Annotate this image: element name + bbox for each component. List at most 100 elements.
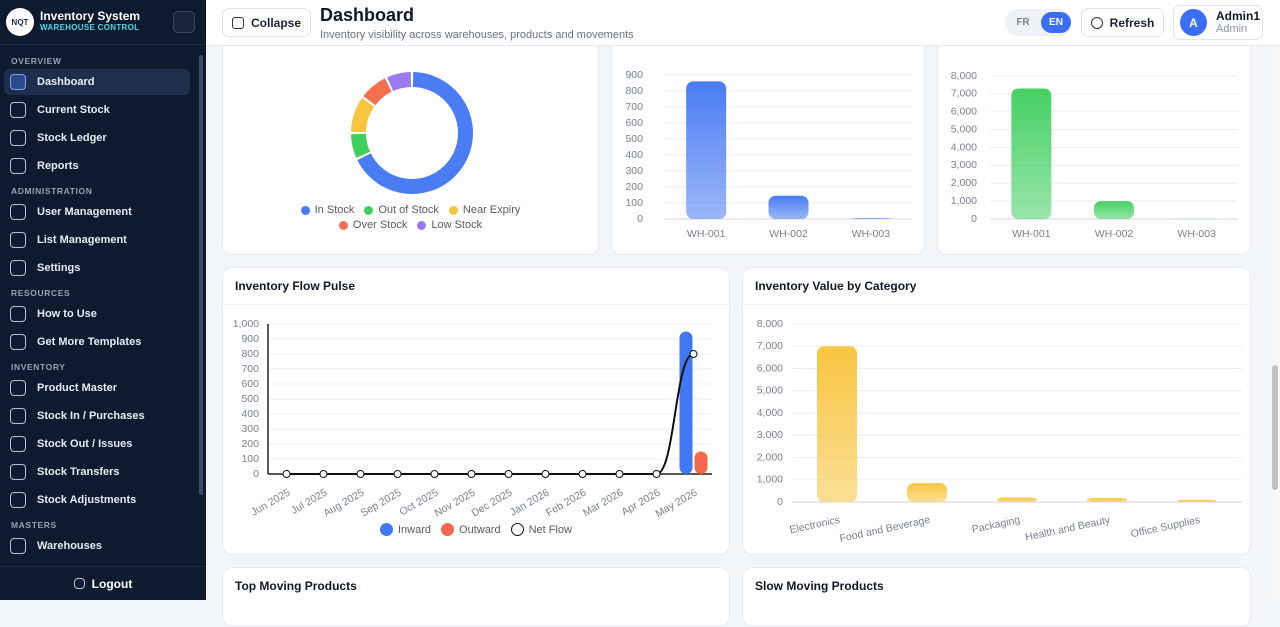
legend-item[interactable]: Low Stock [417,219,482,231]
y-tick-label: 900 [625,69,643,81]
y-tick-label: 600 [241,378,259,390]
nav-label: Stock Ledger [37,132,107,144]
lang-option[interactable]: EN [1041,12,1071,33]
nav-label: Reports [37,160,79,172]
nav-item[interactable]: Settings [4,255,190,281]
nav-item[interactable]: Stock Transfers [4,459,190,485]
legend-swatch [449,206,458,215]
legend-item[interactable]: Out of Stock [364,204,439,216]
x-tick-label: Jun 2025 [249,487,293,519]
refresh-label: Refresh [1110,16,1155,30]
y-tick-label: 3,000 [951,159,977,171]
nav-item[interactable]: Stock Adjustments [4,487,190,513]
x-tick-label: Office Supplies [1130,514,1201,540]
icon [10,306,26,322]
x-tick-label: May 2026 [653,487,699,521]
nav-item[interactable]: List Management [4,227,190,253]
x-tick-label: Mar 2026 [581,487,626,520]
x-tick-label: WH-003 [1177,228,1216,240]
logout-label: Logout [92,577,133,591]
nav-item[interactable]: Reports [4,153,190,179]
line-point [357,471,364,478]
legend-item[interactable]: In Stock [301,204,355,216]
brand-title: Inventory System [40,9,140,23]
y-tick-label: 200 [625,181,643,193]
bar [769,196,809,219]
y-tick-label: 0 [777,496,783,508]
y-tick-label: 0 [253,468,259,480]
nav-item[interactable]: Stock Out / Issues [4,431,190,457]
y-tick-label: 4,000 [757,407,783,419]
refresh-button[interactable]: Refresh [1081,8,1164,37]
nav-label: Stock Transfers [37,466,120,478]
nav-item[interactable]: Current Stock [4,97,190,123]
collapse-button[interactable]: Collapse [222,8,311,37]
lang-option[interactable]: FR [1008,12,1038,33]
legend-item[interactable]: Outward [441,523,501,536]
legend-label: Inward [398,524,431,536]
nav-label: List Management [37,234,127,246]
line-point [579,471,586,478]
user-role: Admin [1216,23,1247,35]
nav-item[interactable]: Dashboard [4,69,190,95]
y-tick-label: 1,000 [757,474,783,486]
y-tick-label: 7,000 [757,340,783,352]
line-point [431,471,438,478]
legend-swatch [380,523,393,536]
page-title: Dashboard [320,5,414,26]
x-tick-label: Dec 2025 [469,487,514,520]
line-point [616,471,623,478]
x-tick-label: Health and Beauty [1024,514,1112,544]
y-tick-label: 200 [241,438,259,450]
nav-item[interactable]: How to Use [4,301,190,327]
nav-label: Current Stock [37,104,110,116]
icon [232,17,244,29]
icon [10,74,26,90]
x-tick-label: WH-003 [852,228,891,240]
nav-item[interactable]: Stock In / Purchases [4,403,190,429]
legend-swatch [417,221,426,230]
section-title: MASTERS [0,519,196,531]
bar [1011,89,1051,219]
nav-item[interactable]: User Management [4,199,190,225]
legend-swatch [339,221,348,230]
line-point [283,471,290,478]
legend: In Stock Out of Stock Near Expiry Over Stoc… [262,204,559,231]
legend-label: Net Flow [529,524,572,536]
icon [10,492,26,508]
legend-label: Out of Stock [378,204,439,216]
logout-button[interactable]: Logout [0,566,206,600]
nav-item[interactable]: Stock Ledger [4,125,190,151]
icon [10,464,26,480]
y-tick-label: 100 [241,453,259,465]
y-tick-label: 900 [241,333,259,345]
y-tick-label: 400 [241,408,259,420]
nav-item[interactable]: Warehouses [4,533,190,559]
y-tick-label: 1,000 [233,318,259,330]
y-tick-label: 6,000 [757,362,783,374]
nav-item[interactable]: Product Master [4,375,190,401]
y-tick-label: 300 [625,165,643,177]
icon [10,102,26,118]
legend-item[interactable]: Near Expiry [449,204,520,216]
brand: NQT Inventory System WAREHOUSE CONTROL [0,0,206,45]
y-tick-label: 2,000 [757,451,783,463]
legend-item[interactable]: Over Stock [339,219,407,231]
avatar: A [1180,9,1207,36]
bar [1094,201,1134,219]
y-tick-label: 700 [625,101,643,113]
page-scrollbar [1270,46,1280,600]
legend-item[interactable]: Inward [380,523,431,536]
y-tick-label: 800 [625,85,643,97]
scroll-thumb [1272,365,1278,490]
legend-item[interactable]: Net Flow [511,523,572,536]
bar [907,483,947,502]
logo: NQT [6,8,34,36]
y-tick-label: 700 [241,363,259,375]
sidebar-toggle[interactable] [173,11,195,33]
y-tick-label: 500 [241,393,259,405]
y-tick-label: 0 [637,213,643,225]
y-tick-label: 5,000 [757,385,783,397]
user-name: Admin1 [1216,9,1260,23]
nav-item[interactable]: Get More Templates [4,329,190,355]
